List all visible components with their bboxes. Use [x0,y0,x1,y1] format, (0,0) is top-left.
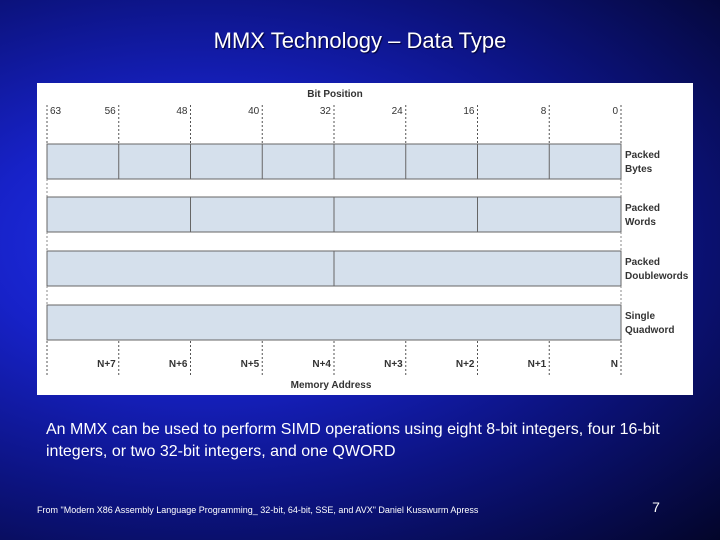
row-label: Packed [625,257,660,268]
address-tick-label: N+3 [384,359,403,370]
address-tick-label: N+6 [169,359,188,370]
row-label: Bytes [625,164,653,175]
bit-tick-label: 48 [176,106,188,117]
memory-address-label: Memory Address [291,380,372,391]
address-tick-label: N [611,359,618,370]
bit-position-label: Bit Position [307,89,363,100]
bit-tick-label: 8 [541,106,547,117]
row-label: Single [625,311,655,322]
row-label: Doublewords [625,271,689,282]
address-tick-label: N+4 [312,359,331,370]
data-type-diagram: Bit Position 63 56 48 40 32 24 16 8 0 Packed Bytes P… [46,89,689,391]
data-row-box [46,304,622,341]
row-label: Packed [625,203,660,214]
source-citation: From "Modern X86 Assembly Language Progr… [37,505,479,515]
page-number: 7 [652,499,660,515]
bit-tick-label: 32 [320,106,332,117]
bit-tick-label: 16 [463,106,475,117]
row-label: Packed [625,150,660,161]
row-label: Words [625,217,656,228]
address-tick-label: N+2 [456,359,475,370]
slide-title: MMX Technology – Data Type [213,28,507,53]
row-label: Quadword [625,325,674,336]
address-tick-label: N+1 [528,359,547,370]
address-tick-label: N+7 [97,359,116,370]
address-tick-label: N+5 [241,359,260,370]
bit-tick-label: 63 [50,106,62,117]
bit-tick-label: 24 [392,106,404,117]
slide-caption: An MMX can be used to perform SIMD opera… [46,421,660,460]
data-type-figure: Bit Position 63 56 48 40 32 24 16 8 0 Packed Bytes P… [37,83,693,395]
bit-tick-label: 56 [105,106,117,117]
bit-tick-label: 40 [248,106,260,117]
bit-tick-label: 0 [612,106,618,117]
